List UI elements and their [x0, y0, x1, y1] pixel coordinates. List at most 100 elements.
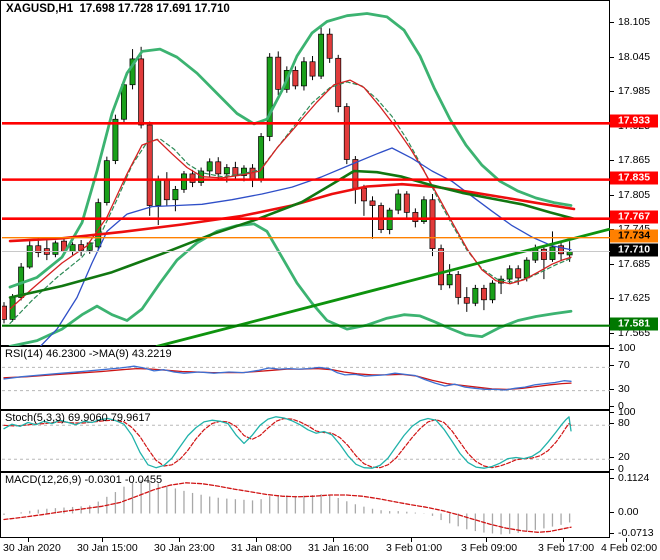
bull-candle: [446, 274, 453, 286]
bear-candle: [138, 58, 145, 126]
ma-thick-red: [8, 182, 576, 243]
time-tick-mark: [486, 538, 487, 542]
bear-candle: [292, 70, 299, 87]
bear-candle: [403, 193, 410, 213]
price-tick-label-mark: [610, 56, 614, 58]
bull-candle: [489, 282, 496, 301]
bull-candle: [155, 178, 162, 206]
stoch-d-line: [3, 417, 572, 469]
bull-candle: [301, 61, 307, 87]
time-tick-label: 3 Feb 01:00: [386, 542, 443, 554]
macd-label: MACD(12,26,9) -0.0301 -0.0455: [5, 474, 163, 486]
bull-candle: [420, 199, 427, 222]
time-tick-mark: [626, 538, 627, 542]
ma-slow-blue: [39, 147, 572, 346]
bull-candle: [523, 259, 530, 279]
bull-candle: [549, 246, 556, 260]
macd-axis-label-mark: [610, 511, 614, 513]
macd-axis-label-mark: [610, 532, 614, 534]
bear-candle: [429, 199, 436, 249]
bear-candle: [360, 187, 367, 202]
bear-candle: [275, 56, 282, 90]
price-tick-label-mark: [610, 194, 614, 196]
rsi-axis-label-mark: [610, 365, 614, 367]
macd-axis-label: 0.1124: [618, 472, 650, 484]
bear-candle: [455, 274, 462, 298]
bull-candle: [395, 193, 402, 211]
bear-candle: [309, 61, 316, 77]
bull-candle: [318, 33, 325, 77]
time-tick-mark: [411, 538, 412, 542]
chart-quote-ohlc: 17.698 17.728 17.691 17.710: [79, 3, 230, 15]
bull-candle: [181, 173, 187, 190]
bear-candle: [326, 33, 333, 59]
price-tick-label-mark: [610, 332, 614, 334]
stochastic-panel: Stoch(5,3,3) 69.9060 79.9617: [0, 410, 610, 472]
bear-candle: [412, 212, 419, 222]
bear-candle: [558, 245, 565, 255]
time-axis[interactable]: 30 Jan 2020 30 Jan 15:00 30 Jan 23:00 31 Ja…: [0, 538, 660, 560]
bear-candle: [2, 305, 7, 320]
bear-candle: [163, 178, 170, 201]
stoch-axis-label-mark: [610, 412, 614, 413]
rsi-panel: RSI(14) 46.2300 ->MA(9) 43.2219: [0, 346, 610, 410]
time-tick-mark: [179, 538, 180, 542]
bull-candle: [172, 189, 179, 201]
bull-candle: [472, 287, 479, 304]
stoch-axis-label: 0: [618, 462, 624, 475]
macd-signal-line: [3, 482, 572, 533]
bull-candle: [26, 245, 33, 268]
macd-plot[interactable]: [2, 474, 610, 538]
stoch-axis-label: 80: [618, 417, 630, 430]
bull-candle: [223, 167, 230, 175]
time-tick-mark: [333, 538, 334, 542]
bull-candle: [566, 251, 573, 256]
price-level-badge: 17.581: [610, 317, 658, 331]
price-level-badge: 17.933: [610, 114, 658, 128]
stoch-axis-label: 100: [618, 406, 636, 418]
rsi-line: [3, 365, 572, 391]
time-tick-mark: [102, 538, 103, 542]
rsi-axis-label: 70: [618, 359, 630, 372]
bull-candle: [206, 161, 213, 172]
bollinger-lower-band: [8, 222, 573, 346]
stoch-axis-label-mark: [610, 457, 614, 459]
ma-fast-red: [9, 79, 572, 310]
stochastic-plot[interactable]: [2, 412, 610, 472]
rsi-plot[interactable]: [2, 348, 610, 410]
bull-candle: [532, 248, 539, 261]
bear-candle: [480, 287, 487, 301]
bull-candle: [52, 242, 59, 255]
time-tick-label: 30 Jan 2020: [3, 542, 61, 554]
price-axis[interactable]: 18.10518.04517.98517.92517.86517.80517.7…: [610, 0, 660, 539]
macd-axis-label: -0.0713: [618, 526, 654, 539]
bear-candle: [35, 245, 42, 254]
bear-candle: [540, 248, 547, 260]
price-tick-label-mark: [610, 160, 614, 162]
rsi-axis-label: 100: [618, 342, 636, 354]
bear-candle: [369, 200, 376, 206]
rsi-axis-label: 30: [618, 382, 630, 395]
time-tick-label: 31 Jan 08:00: [231, 542, 292, 554]
bull-candle: [112, 118, 119, 162]
bollinger-upper-band: [8, 12, 573, 289]
price-tick-label: 17.805: [618, 188, 651, 201]
time-tick-label: 30 Jan 23:00: [154, 542, 215, 554]
macd-axis-label-mark: [610, 478, 614, 479]
bollinger-middle-band: [9, 81, 572, 324]
bull-candle: [241, 167, 247, 176]
bull-candle: [103, 160, 110, 203]
bear-candle: [343, 106, 350, 160]
bear-candle: [189, 173, 196, 183]
rsi-ma-line: [3, 367, 572, 391]
bull-candle: [258, 136, 265, 180]
main-chart-plot[interactable]: [2, 2, 610, 346]
price-tick-label: 17.685: [618, 257, 651, 270]
price-tick-label: 18.105: [618, 16, 651, 29]
price-tick-label: 17.625: [618, 292, 651, 305]
rsi-label: RSI(14) 46.2300 ->MA(9) 43.2219: [5, 348, 172, 360]
rsi-axis-label-mark: [610, 348, 614, 349]
rsi-axis-label-mark: [610, 388, 614, 390]
macd-axis-label: 0.00: [618, 505, 639, 518]
